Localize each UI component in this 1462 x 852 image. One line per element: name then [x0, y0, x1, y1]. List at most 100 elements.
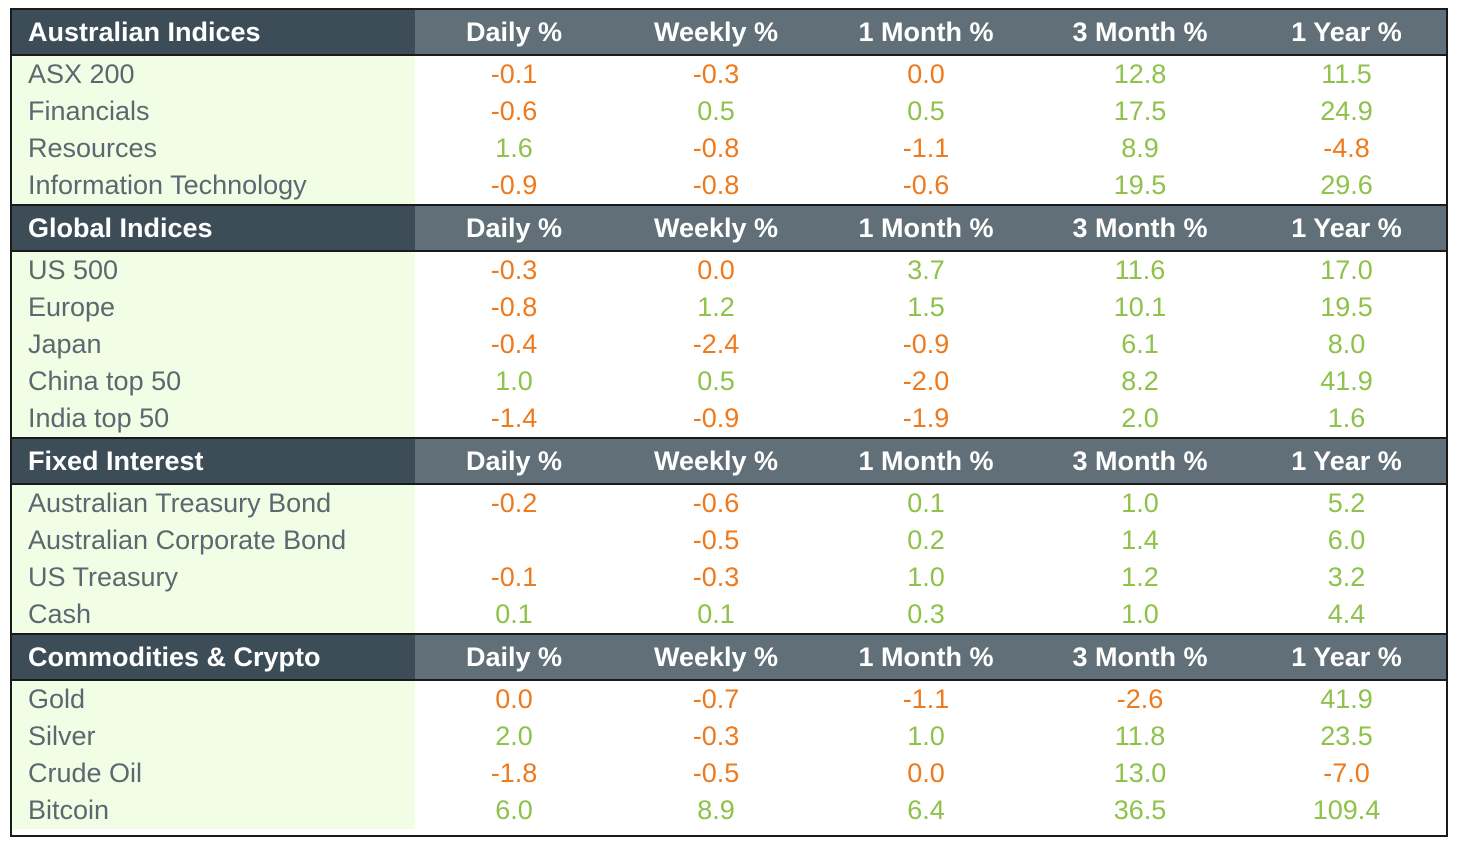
return-value-cell: 0.1: [613, 596, 819, 634]
instrument-name: Japan: [12, 326, 415, 363]
return-value-cell: 41.9: [1247, 363, 1446, 400]
return-value-cell: 10.1: [1033, 289, 1247, 326]
return-value-cell: 0.5: [819, 93, 1033, 130]
return-value-cell: 13.0: [1033, 755, 1247, 792]
return-value-cell: 0.0: [819, 55, 1033, 93]
return-value-cell: [415, 522, 613, 559]
column-header: 1 Month %: [819, 204, 1033, 252]
return-value-cell: -1.9: [819, 400, 1033, 438]
table-row: India top 50 -1.4 -0.9 -1.9 2.0 1.6: [12, 400, 1446, 438]
section-title: Global Indices: [12, 204, 415, 252]
return-value-cell: 17.5: [1033, 93, 1247, 130]
table-row: Resources 1.6 -0.8 -1.1 8.9 -4.8: [12, 130, 1446, 167]
return-value-cell: 5.2: [1247, 484, 1446, 522]
section-header-row: Commodities & Crypto Daily % Weekly % 1 Mon…: [12, 633, 1446, 681]
return-value-cell: -0.6: [613, 484, 819, 522]
return-value-cell: -1.4: [415, 400, 613, 438]
column-header: Daily %: [415, 204, 613, 252]
return-value-cell: 0.0: [415, 680, 613, 718]
column-header: 1 Year %: [1247, 437, 1446, 485]
return-value-cell: -0.8: [613, 167, 819, 205]
return-value-cell: -2.4: [613, 326, 819, 363]
return-value-cell: -0.5: [613, 522, 819, 559]
return-value-cell: 3.2: [1247, 559, 1446, 596]
return-value-cell: 0.0: [613, 251, 819, 289]
return-value-cell: 1.2: [613, 289, 819, 326]
return-value-cell: 1.6: [415, 130, 613, 167]
table-row: Australian Corporate Bond -0.5 0.2 1.4 6.0: [12, 522, 1446, 559]
return-value-cell: 0.5: [613, 363, 819, 400]
instrument-name: Resources: [12, 130, 415, 167]
return-value-cell: -0.3: [613, 55, 819, 93]
column-header: Daily %: [415, 633, 613, 681]
instrument-name: Australian Treasury Bond: [12, 484, 415, 522]
column-header: 3 Month %: [1033, 10, 1247, 56]
column-header: Weekly %: [613, 204, 819, 252]
instrument-name: ASX 200: [12, 55, 415, 93]
return-value-cell: -0.3: [613, 559, 819, 596]
return-value-cell: 0.2: [819, 522, 1033, 559]
return-value-cell: 1.0: [1033, 596, 1247, 634]
instrument-name: Cash: [12, 596, 415, 634]
return-value-cell: 29.6: [1247, 167, 1446, 205]
return-value-cell: -1.1: [819, 680, 1033, 718]
table-row: Cash 0.1 0.1 0.3 1.0 4.4: [12, 596, 1446, 634]
return-value-cell: 1.0: [819, 559, 1033, 596]
return-value-cell: 19.5: [1033, 167, 1247, 205]
return-value-cell: -0.1: [415, 55, 613, 93]
column-header: 1 Month %: [819, 633, 1033, 681]
table-row: Australian Treasury Bond -0.2 -0.6 0.1 1.0 5.…: [12, 484, 1446, 522]
table-row: Gold 0.0 -0.7 -1.1 -2.6 41.9: [12, 680, 1446, 718]
return-value-cell: -0.2: [415, 484, 613, 522]
table-row: Crude Oil -1.8 -0.5 0.0 13.0 -7.0: [12, 755, 1446, 792]
return-value-cell: 4.4: [1247, 596, 1446, 634]
return-value-cell: -1.1: [819, 130, 1033, 167]
return-value-cell: -0.8: [415, 289, 613, 326]
return-value-cell: 1.0: [819, 718, 1033, 755]
market-performance-table: Australian Indices Daily % Weekly % 1 Month…: [10, 8, 1448, 837]
section-title: Commodities & Crypto: [12, 633, 415, 681]
return-value-cell: -0.8: [613, 130, 819, 167]
section-header-row: Fixed Interest Daily % Weekly % 1 Month % 3 …: [12, 437, 1446, 485]
instrument-name: Financials: [12, 93, 415, 130]
column-header: 1 Year %: [1247, 633, 1446, 681]
column-header: Weekly %: [613, 437, 819, 485]
return-value-cell: 0.3: [819, 596, 1033, 634]
table-row: Japan -0.4 -2.4 -0.9 6.1 8.0: [12, 326, 1446, 363]
return-value-cell: 19.5: [1247, 289, 1446, 326]
return-value-cell: 6.0: [415, 792, 613, 829]
table-row: Silver 2.0 -0.3 1.0 11.8 23.5: [12, 718, 1446, 755]
instrument-name: Information Technology: [12, 167, 415, 205]
return-value-cell: 11.8: [1033, 718, 1247, 755]
return-value-cell: -2.6: [1033, 680, 1247, 718]
return-value-cell: 17.0: [1247, 251, 1446, 289]
return-value-cell: 24.9: [1247, 93, 1446, 130]
return-value-cell: -0.4: [415, 326, 613, 363]
return-value-cell: -2.0: [819, 363, 1033, 400]
instrument-name: US 500: [12, 251, 415, 289]
table-row: China top 50 1.0 0.5 -2.0 8.2 41.9: [12, 363, 1446, 400]
return-value-cell: 1.0: [1033, 484, 1247, 522]
return-value-cell: 1.5: [819, 289, 1033, 326]
instrument-name: Gold: [12, 680, 415, 718]
return-value-cell: -7.0: [1247, 755, 1446, 792]
return-value-cell: -0.9: [415, 167, 613, 205]
return-value-cell: 6.0: [1247, 522, 1446, 559]
return-value-cell: -0.3: [613, 718, 819, 755]
return-value-cell: 109.4: [1247, 792, 1446, 829]
section-header-row: Global Indices Daily % Weekly % 1 Month % 3 …: [12, 204, 1446, 252]
instrument-name: India top 50: [12, 400, 415, 438]
instrument-name: Bitcoin: [12, 792, 415, 829]
table-row: Bitcoin 6.0 8.9 6.4 36.5 109.4: [12, 792, 1446, 829]
performance-grid: Australian Indices Daily % Weekly % 1 Month…: [12, 10, 1446, 829]
table-row: US 500 -0.3 0.0 3.7 11.6 17.0: [12, 251, 1446, 289]
return-value-cell: -0.7: [613, 680, 819, 718]
instrument-name: Europe: [12, 289, 415, 326]
column-header: 3 Month %: [1033, 437, 1247, 485]
return-value-cell: 1.6: [1247, 400, 1446, 438]
return-value-cell: 1.2: [1033, 559, 1247, 596]
return-value-cell: 36.5: [1033, 792, 1247, 829]
return-value-cell: -0.6: [819, 167, 1033, 205]
column-header: Daily %: [415, 437, 613, 485]
return-value-cell: 3.7: [819, 251, 1033, 289]
